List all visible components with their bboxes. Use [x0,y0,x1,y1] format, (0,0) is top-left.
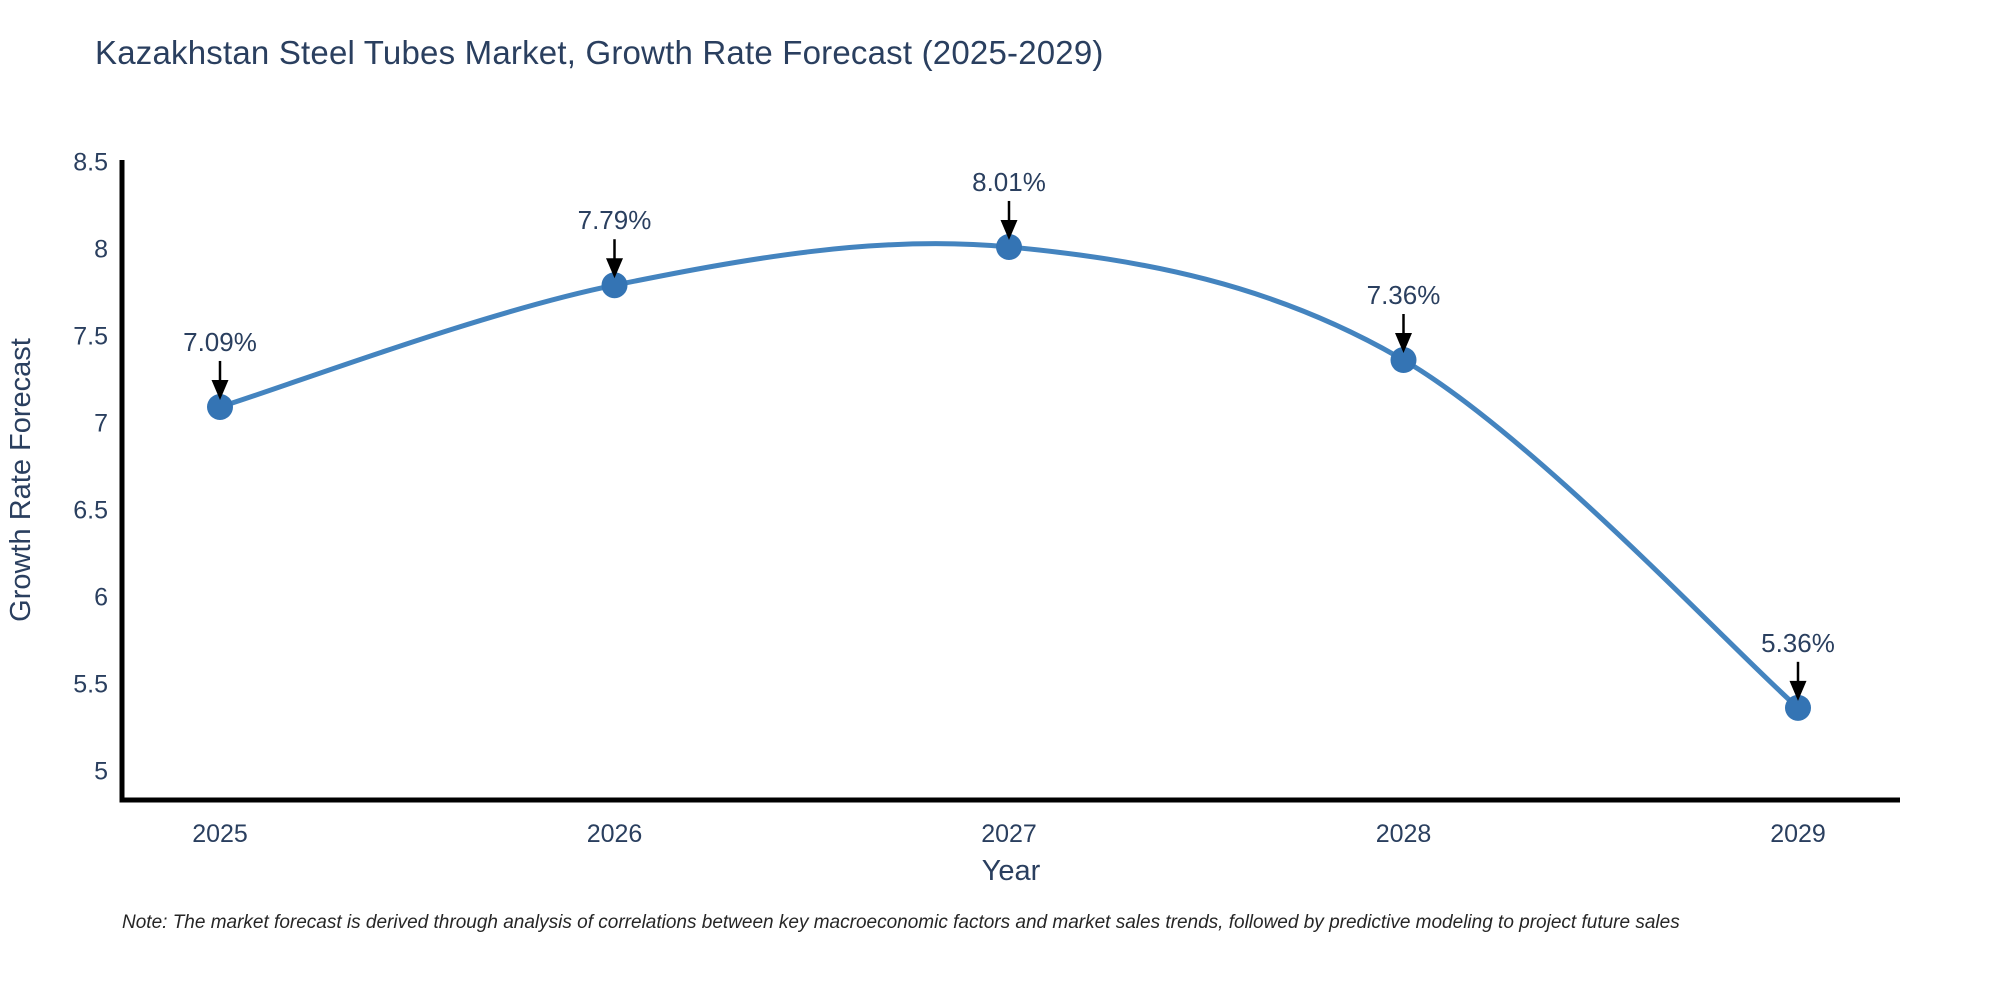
annotation-label: 7.09% [183,327,257,357]
y-tick-label: 6 [94,584,108,612]
series-line [217,241,1801,711]
y-tick-label: 8.5 [73,149,108,177]
x-tick-label: 2029 [1770,820,1826,848]
annotation-arrow-head [1000,219,1018,240]
x-tick-label: 2025 [192,820,248,848]
annotation-label: 5.36% [1761,628,1835,658]
annotation-arrow-head [1789,680,1807,701]
data-point-marker[interactable] [207,393,233,420]
data-point-marker[interactable] [601,272,628,299]
annotation-label: 8.01% [972,167,1046,197]
annotation-label: 7.79% [578,205,652,235]
y-tick-label: 5.5 [73,670,108,698]
y-tick-label: 6.5 [73,497,108,525]
annotation-arrow-head [1395,333,1412,353]
data-point-marker[interactable] [1390,347,1417,373]
x-tick-label: 2026 [587,820,643,848]
data-point-marker[interactable] [1785,694,1811,721]
annotation-arrow-head [606,258,623,279]
chart-title: Kazakhstan Steel Tubes Market, Growth Ra… [95,34,1104,71]
y-tick-label: 8 [94,236,108,264]
x-tick-label: 2028 [1376,820,1432,848]
y-tick-label: 5 [94,757,108,785]
chart-canvas[interactable]: 8.5 8 7.5 7 6.5 6 5.5 5 2025 2026 2027 2028 2029 Year… [0,0,2000,900]
x-axis-title: Year [982,855,1041,887]
y-tick-label: 7.5 [73,323,108,351]
y-axis-title: Growth Rate Forecast [5,338,37,622]
x-tick-label: 2027 [981,820,1037,848]
data-point-marker[interactable] [996,233,1022,260]
y-tick-label: 7 [94,410,108,438]
annotation-label: 7.36% [1367,280,1441,310]
annotation-arrow-head [211,379,229,400]
footnote: Note: The market forecast is derived thr… [122,912,1680,933]
